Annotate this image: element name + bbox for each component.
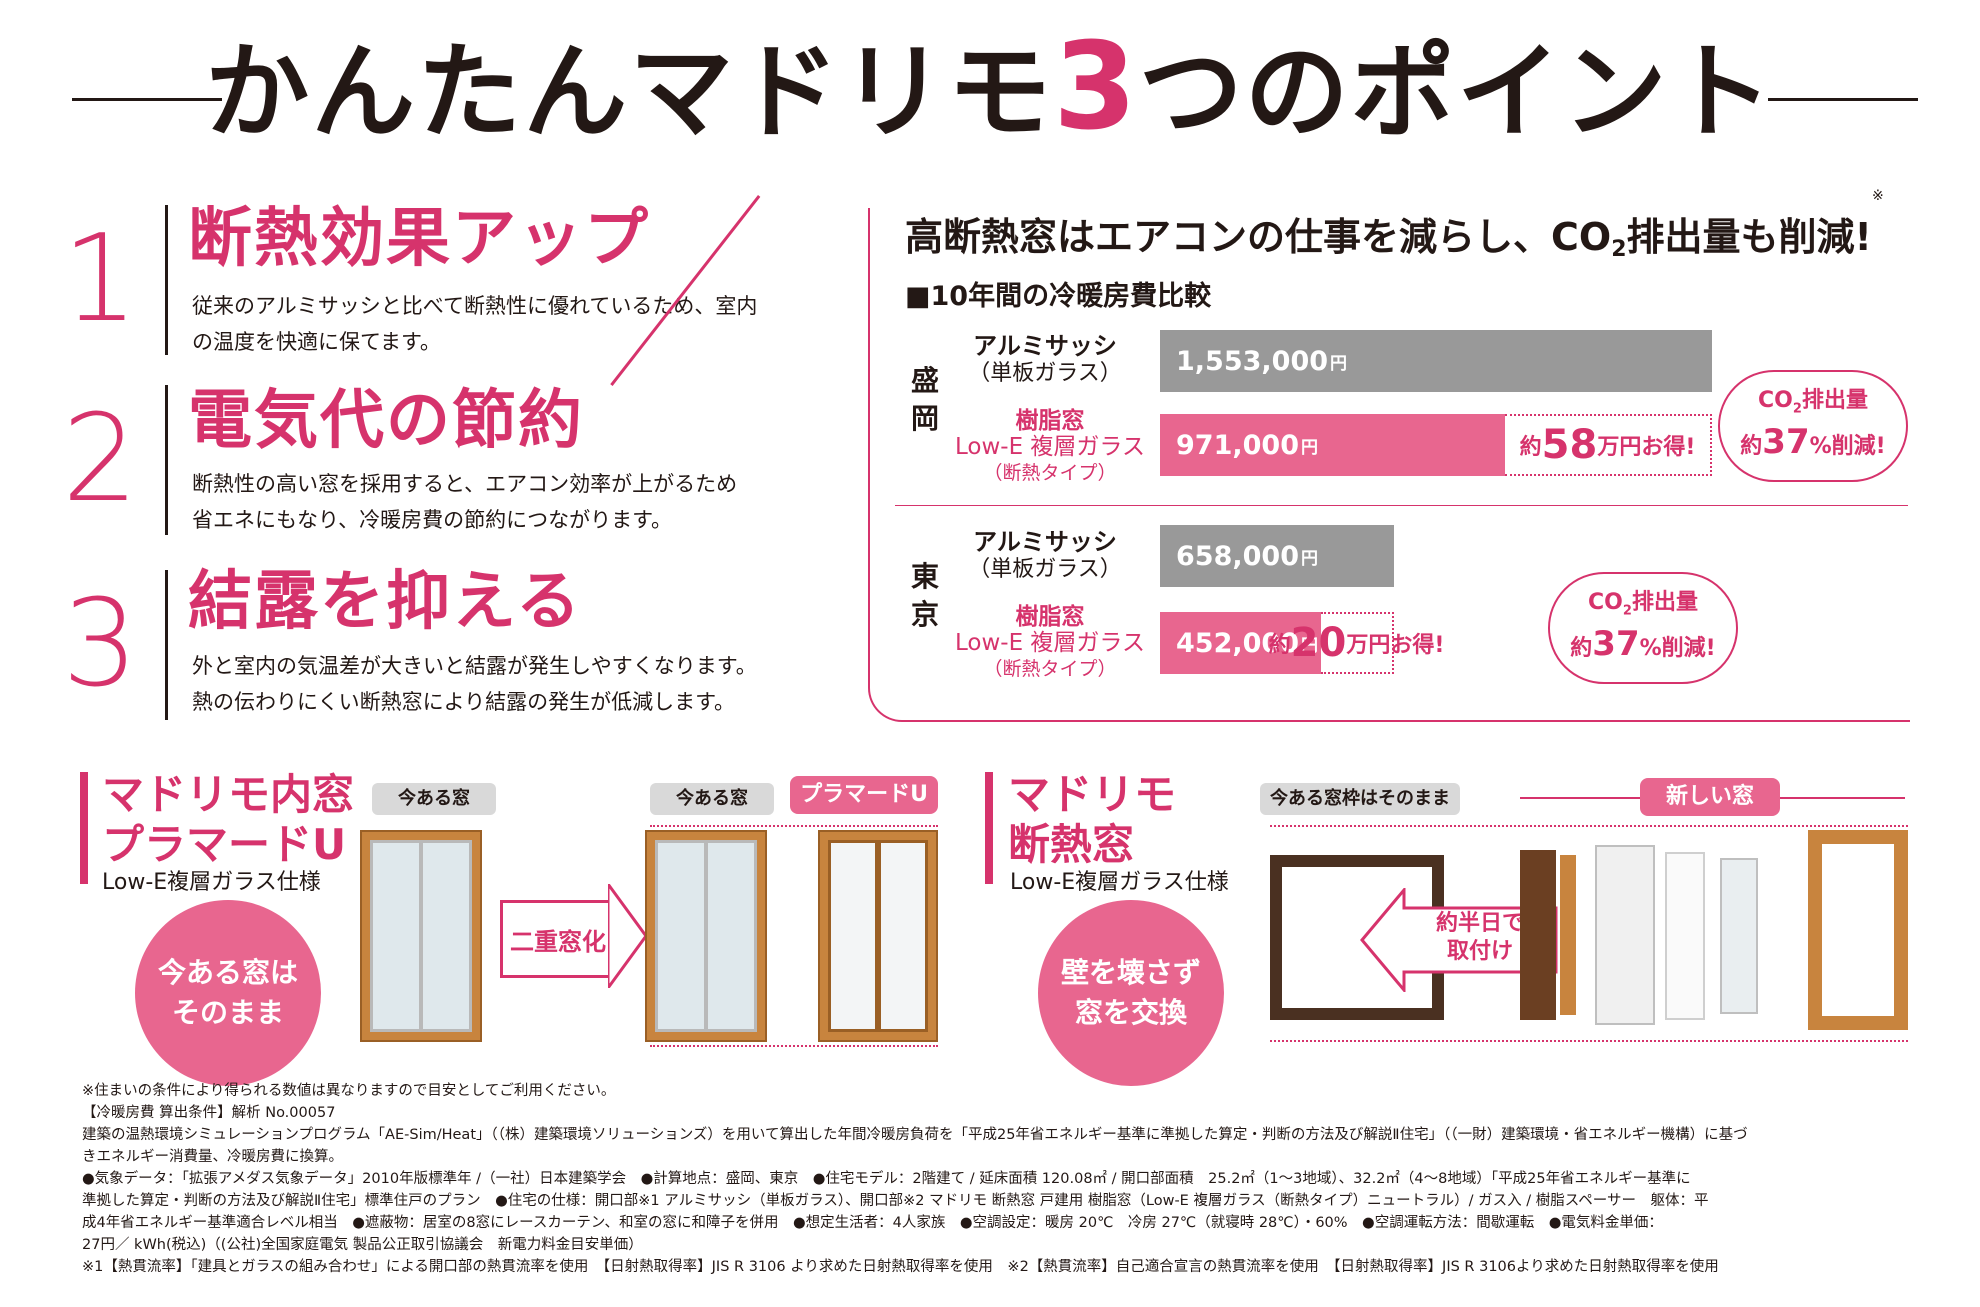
point-1-number: 1	[62, 210, 139, 349]
point-3-bar	[165, 570, 168, 720]
insulated-section-bar	[985, 772, 993, 884]
insulated-dotted-bottom	[1270, 1040, 1908, 1042]
morioka-saving: 約 58 万円お得!	[1505, 414, 1712, 476]
insulated-title: マドリモ 断熱窓	[1008, 770, 1177, 869]
inner-dotted-top	[650, 825, 938, 827]
tokyo-saving: 約 20 万円お得!	[1269, 612, 1444, 674]
title-rule-left	[72, 98, 222, 101]
new-sash-part-3	[1720, 858, 1758, 1014]
tokyo-resin-label: 樹脂窓 Low-E 複層ガラス （断熱タイプ）	[955, 604, 1145, 680]
existing-window-2-illustration	[645, 830, 767, 1042]
inner-dotted-bottom	[650, 1045, 938, 1047]
tag-plamado-u: プラマードU	[790, 776, 938, 814]
morioka-aluminum-bar: 1,553,000 円	[1160, 330, 1712, 392]
insulated-spec: Low-E複層ガラス仕様	[1010, 870, 1229, 895]
point-1-title: 断熱効果アップ	[188, 202, 650, 276]
tag-existing-window: 今ある窓	[372, 783, 496, 815]
tag-existing-window-2: 今ある窓	[650, 783, 774, 815]
existing-window-illustration	[360, 830, 482, 1042]
install-arrow-text: 約半日で 取付け	[1435, 911, 1524, 964]
morioka-resin-label: 樹脂窓 Low-E 複層ガラス （断熱タイプ）	[955, 408, 1145, 484]
tag-existing-frame: 今ある窓枠はそのまま	[1260, 783, 1460, 815]
plamado-window-illustration	[818, 830, 938, 1042]
inner-spec: Low-E複層ガラス仕様	[102, 870, 321, 895]
page-title: かんたんマドリモ3つのポイント	[0, 28, 1980, 153]
new-sash-part-2	[1665, 852, 1705, 1020]
tokyo-aluminum-label: アルミサッシ （単板ガラス）	[968, 528, 1122, 582]
insulated-dotted-top	[1270, 825, 1908, 827]
point-2-title: 電気代の節約	[188, 384, 584, 458]
tokyo-co2-cloud: CO2排出量 約37%削減!	[1548, 572, 1738, 684]
title-number: 3	[1053, 18, 1139, 157]
inner-title: マドリモ内窓 プラマードU	[102, 770, 355, 869]
inner-section-bar	[80, 772, 88, 884]
install-arrow	[1360, 888, 1558, 992]
double-window-arrow: 二重窓化	[500, 900, 616, 978]
title-after: つのポイント	[1138, 31, 1775, 153]
morioka-resin-bar: 971,000 円	[1160, 414, 1505, 476]
new-outer-frame	[1808, 830, 1908, 1030]
point-3-desc: 外と室内の気温差が大きいと結露が発生しやすくなります。 熱の伝わりにくい断熱窓に…	[192, 654, 757, 714]
region-divider	[895, 505, 1908, 506]
title-before: かんたんマドリモ	[205, 31, 1054, 153]
new-sash-part-1	[1595, 845, 1655, 1025]
point-1-bar	[165, 205, 168, 355]
panel-border	[868, 208, 1910, 722]
tokyo-resin-bar: 452,000 円	[1160, 612, 1321, 674]
headline-note-mark: ※	[1872, 188, 1884, 204]
new-frame-part-2	[1560, 855, 1576, 1015]
point-3-title: 結露を抑える	[188, 565, 583, 639]
arrow-head-icon	[608, 884, 648, 988]
title-rule-right	[1768, 98, 1918, 101]
tokyo-aluminum-bar: 658,000 円	[1160, 525, 1394, 587]
region-morioka: 盛岡	[910, 364, 939, 435]
insulated-circle: 壁を壊さず 窓を交換	[1038, 900, 1224, 1086]
new-frame-part-1	[1520, 850, 1556, 1020]
footnotes: ※住まいの条件により得られる数値は異なりますので目安としてご利用ください。 【冷…	[82, 1083, 1748, 1275]
chart-title: ■10年間の冷暖房費比較	[905, 281, 1212, 312]
morioka-co2-cloud: CO2排出量 約37%削減!	[1718, 370, 1908, 482]
region-tokyo: 東京	[910, 560, 939, 631]
panel-headline: 高断熱窓はエアコンの仕事を減らし、CO2排出量も削減!	[905, 215, 1872, 262]
morioka-aluminum-label: アルミサッシ （単板ガラス）	[968, 332, 1122, 386]
point-3-number: 3	[62, 575, 139, 714]
point-1-desc: 従来のアルミサッシと比べて断熱性に優れているため、室内 の温度を快適に保てます。	[192, 294, 758, 354]
point-2-number: 2	[62, 390, 139, 529]
point-2-bar	[165, 385, 168, 535]
point-2-desc: 断熱性の高い窓を採用すると、エアコン効率が上がるため 省エネにもなり、冷暖房費の…	[192, 472, 738, 532]
page-title-area: かんたんマドリモ3つのポイント	[0, 28, 1980, 152]
inner-circle: 今ある窓は そのまま	[135, 900, 321, 1086]
tag-new-window: 新しい窓	[1640, 778, 1780, 816]
